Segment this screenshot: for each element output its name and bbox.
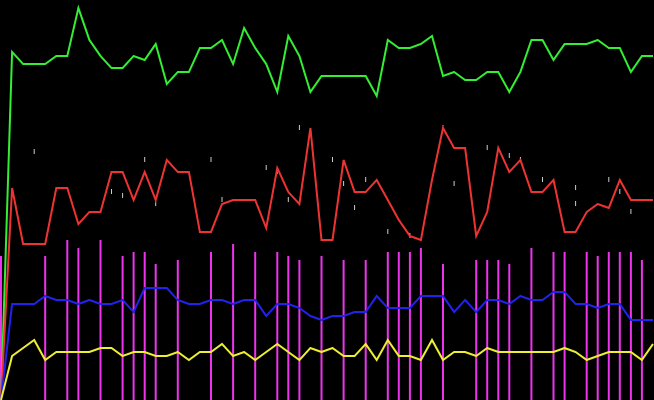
- point-mark-0: [33, 149, 35, 154]
- point-series-layer: [33, 125, 632, 238]
- point-mark-10: [298, 125, 300, 130]
- point-mark-1: [111, 189, 112, 194]
- point-mark-7: [265, 165, 267, 170]
- point-mark-22: [542, 177, 543, 182]
- point-mark-3: [144, 157, 146, 162]
- line-series-layer: [0, 4, 654, 400]
- point-mark-23: [575, 201, 577, 206]
- point-mark-4: [155, 201, 157, 206]
- spike-series-layer: [0, 240, 643, 400]
- point-mark-14: [365, 177, 367, 182]
- series-line-3: [0, 337, 654, 400]
- point-mark-6: [221, 197, 223, 202]
- point-mark-24: [575, 185, 577, 190]
- point-mark-15: [387, 229, 389, 234]
- point-mark-9: [287, 197, 289, 202]
- point-mark-13: [354, 205, 356, 210]
- point-mark-19: [486, 145, 488, 150]
- point-mark-27: [630, 209, 632, 214]
- point-mark-26: [619, 189, 621, 194]
- point-mark-2: [122, 193, 124, 198]
- series-line-0: [0, 4, 653, 400]
- point-mark-20: [508, 153, 510, 158]
- series-line-1: [0, 125, 653, 400]
- series-line-2: [0, 287, 653, 400]
- point-mark-12: [343, 181, 345, 186]
- point-mark-11: [332, 157, 333, 162]
- point-mark-25: [608, 177, 610, 182]
- point-mark-18: [453, 181, 455, 186]
- point-mark-5: [210, 157, 212, 162]
